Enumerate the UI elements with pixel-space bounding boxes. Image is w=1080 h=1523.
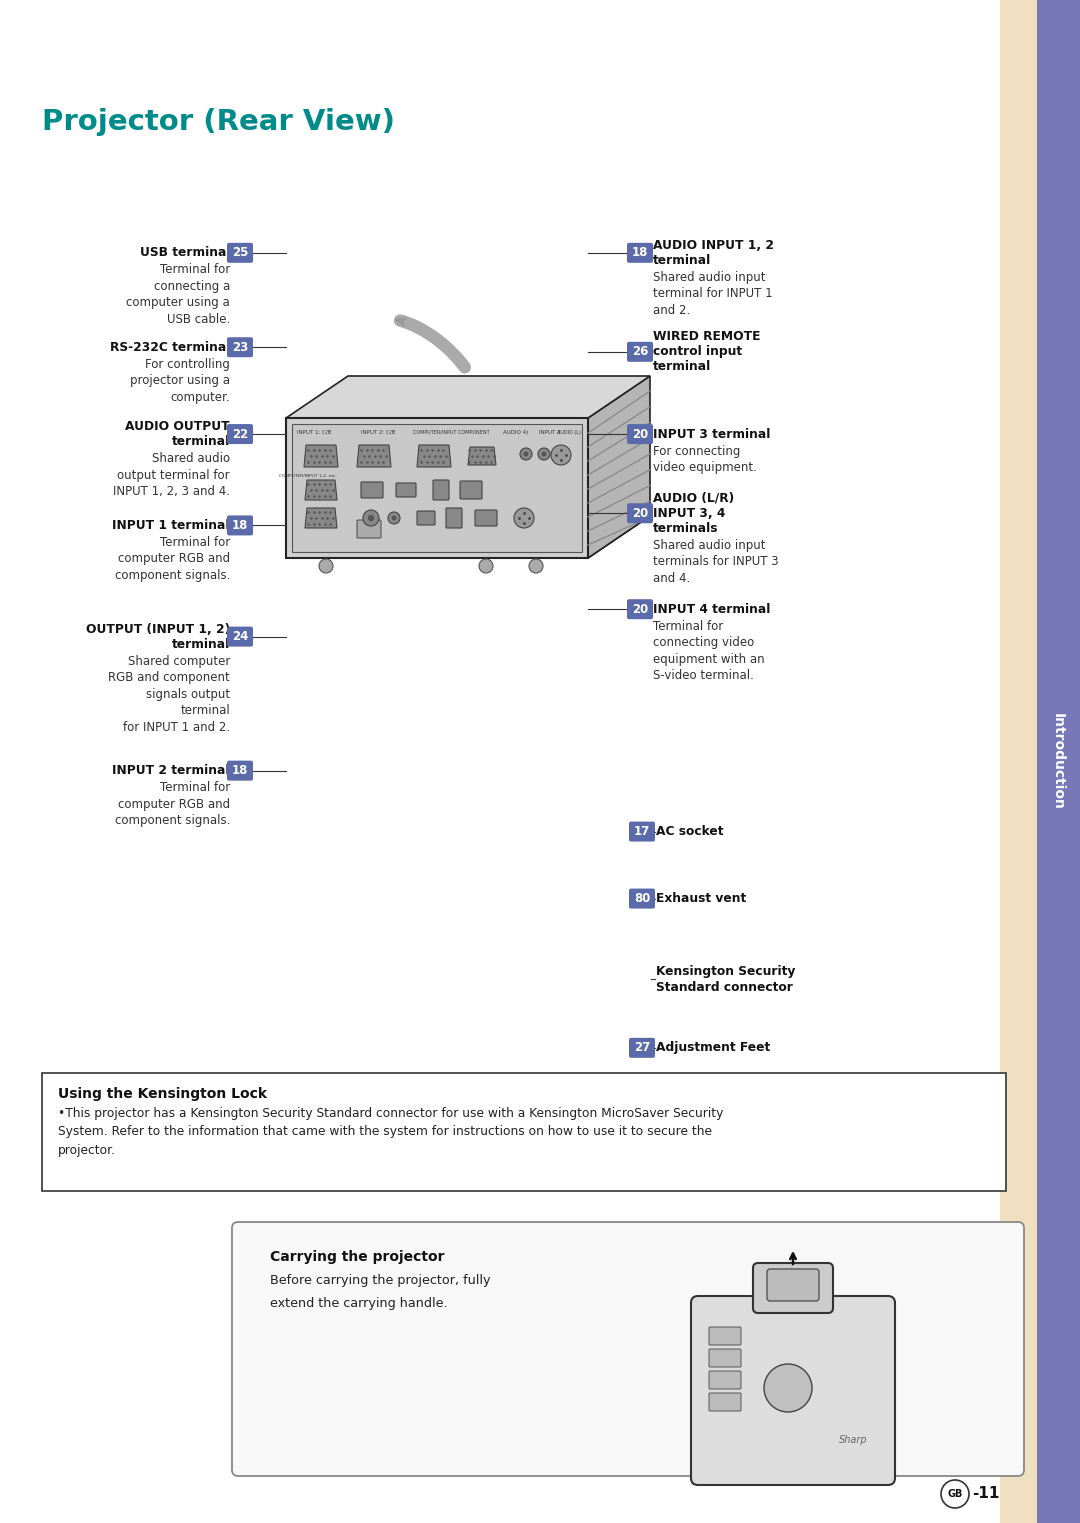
FancyBboxPatch shape [227, 337, 253, 358]
Text: Shared audio input
terminal for INPUT 1
and 2.: Shared audio input terminal for INPUT 1 … [653, 271, 772, 317]
Text: Exhaust vent: Exhaust vent [656, 892, 746, 905]
Text: Kensington Security
Standard connector: Kensington Security Standard connector [656, 964, 795, 995]
FancyBboxPatch shape [627, 599, 653, 620]
Text: RS-232C terminal: RS-232C terminal [110, 341, 230, 353]
FancyBboxPatch shape [629, 888, 654, 909]
Text: 20: 20 [632, 428, 648, 440]
Text: 18: 18 [232, 519, 248, 532]
Text: Shared computer
RGB and component
signals output
terminal
for INPUT 1 and 2.: Shared computer RGB and component signal… [108, 655, 230, 734]
Text: Carrying the projector: Carrying the projector [270, 1250, 445, 1264]
FancyBboxPatch shape [708, 1394, 741, 1410]
Text: INPUT 4 terminal: INPUT 4 terminal [653, 603, 770, 615]
Circle shape [319, 559, 333, 573]
Circle shape [764, 1365, 812, 1412]
Text: Terminal for
connecting video
equipment with an
S-video terminal.: Terminal for connecting video equipment … [653, 620, 765, 682]
Text: 18: 18 [632, 247, 648, 259]
Text: Shared audio input
terminals for INPUT 3
and 4.: Shared audio input terminals for INPUT 3… [653, 539, 779, 585]
Text: -11: -11 [972, 1486, 999, 1502]
Text: AUDIO (L/R)
INPUT 3, 4
terminals: AUDIO (L/R) INPUT 3, 4 terminals [653, 492, 734, 535]
FancyBboxPatch shape [446, 509, 462, 528]
Text: INPUT 2 terminal: INPUT 2 terminal [112, 765, 230, 777]
Circle shape [941, 1480, 969, 1508]
Text: AC socket: AC socket [656, 825, 724, 838]
Circle shape [480, 559, 492, 573]
Text: 27: 27 [634, 1042, 650, 1054]
Text: 23: 23 [232, 341, 248, 353]
FancyBboxPatch shape [227, 626, 253, 647]
Text: 80: 80 [634, 892, 650, 905]
Text: For controlling
projector using a
computer.: For controlling projector using a comput… [130, 358, 230, 404]
Circle shape [541, 452, 546, 457]
Text: Terminal for
computer RGB and
component signals.: Terminal for computer RGB and component … [114, 781, 230, 827]
Polygon shape [286, 376, 650, 417]
Polygon shape [303, 445, 338, 468]
FancyBboxPatch shape [708, 1349, 741, 1368]
Text: COMPUTER/INPUT COMPONENT: COMPUTER/INPUT COMPONENT [413, 429, 489, 434]
FancyBboxPatch shape [286, 417, 588, 557]
Text: Projector (Rear View): Projector (Rear View) [42, 108, 395, 136]
FancyBboxPatch shape [227, 760, 253, 781]
Polygon shape [468, 446, 496, 465]
Text: Adjustment Feet: Adjustment Feet [656, 1042, 770, 1054]
FancyBboxPatch shape [767, 1269, 819, 1301]
Text: •This projector has a Kensington Security Standard connector for use with a Kens: •This projector has a Kensington Securit… [58, 1107, 724, 1157]
Text: 22: 22 [232, 428, 248, 440]
Text: Sharp: Sharp [839, 1435, 868, 1445]
FancyBboxPatch shape [232, 1221, 1024, 1476]
Text: For connecting
video equipment.: For connecting video equipment. [653, 445, 757, 474]
Bar [1037, 0, 1080, 1523]
FancyBboxPatch shape [708, 1327, 741, 1345]
Text: 20: 20 [632, 603, 648, 615]
Text: Shared audio
output terminal for
INPUT 1, 2, 3 and 4.: Shared audio output terminal for INPUT 1… [113, 452, 230, 498]
FancyBboxPatch shape [227, 515, 253, 536]
FancyBboxPatch shape [433, 480, 449, 500]
Text: 17: 17 [634, 825, 650, 838]
FancyBboxPatch shape [42, 1074, 1005, 1191]
Text: 25: 25 [232, 247, 248, 259]
Circle shape [551, 445, 571, 465]
Polygon shape [357, 445, 391, 468]
FancyBboxPatch shape [629, 821, 654, 842]
Circle shape [392, 516, 396, 521]
Text: OUTPUT (INPUT 1, 2)
terminal: OUTPUT (INPUT 1, 2) terminal [86, 623, 230, 650]
Text: 18: 18 [232, 765, 248, 777]
Text: Introduction: Introduction [1051, 713, 1065, 810]
FancyBboxPatch shape [292, 423, 582, 551]
FancyBboxPatch shape [691, 1296, 895, 1485]
FancyBboxPatch shape [361, 481, 383, 498]
Text: 24: 24 [232, 631, 248, 643]
Circle shape [514, 509, 534, 528]
Text: WIRED REMOTE
control input
terminal: WIRED REMOTE control input terminal [653, 330, 760, 373]
Polygon shape [588, 376, 650, 557]
FancyBboxPatch shape [708, 1371, 741, 1389]
Text: 20: 20 [632, 507, 648, 519]
Polygon shape [305, 480, 337, 500]
FancyBboxPatch shape [627, 242, 653, 263]
Text: INPUT 3: INPUT 3 [539, 429, 561, 434]
Circle shape [529, 559, 543, 573]
Text: INPUT 3 terminal: INPUT 3 terminal [653, 428, 770, 440]
FancyBboxPatch shape [417, 512, 435, 525]
FancyBboxPatch shape [475, 510, 497, 525]
Text: Using the Kensington Lock: Using the Kensington Lock [58, 1087, 267, 1101]
Text: COMPUTER/INPUT 1,2, etc.: COMPUTER/INPUT 1,2, etc. [279, 474, 337, 478]
Text: AUDIO 4): AUDIO 4) [503, 429, 528, 434]
Text: Terminal for
connecting a
computer using a
USB cable.: Terminal for connecting a computer using… [126, 263, 230, 326]
Text: Terminal for
computer RGB and
component signals.: Terminal for computer RGB and component … [114, 536, 230, 582]
FancyBboxPatch shape [227, 423, 253, 445]
Polygon shape [305, 509, 337, 528]
Circle shape [368, 515, 374, 521]
FancyBboxPatch shape [627, 503, 653, 524]
Text: INPUT 1 terminal: INPUT 1 terminal [112, 519, 230, 532]
FancyBboxPatch shape [627, 423, 653, 445]
FancyBboxPatch shape [396, 483, 416, 496]
Text: INPUT 2: C/B: INPUT 2: C/B [361, 429, 395, 434]
Circle shape [388, 512, 400, 524]
FancyBboxPatch shape [629, 1037, 654, 1058]
Text: GB: GB [947, 1489, 962, 1499]
Text: AUDIO (L): AUDIO (L) [557, 429, 581, 434]
Circle shape [519, 448, 532, 460]
Bar [1000, 0, 1080, 1523]
FancyBboxPatch shape [753, 1263, 833, 1313]
Circle shape [538, 448, 550, 460]
